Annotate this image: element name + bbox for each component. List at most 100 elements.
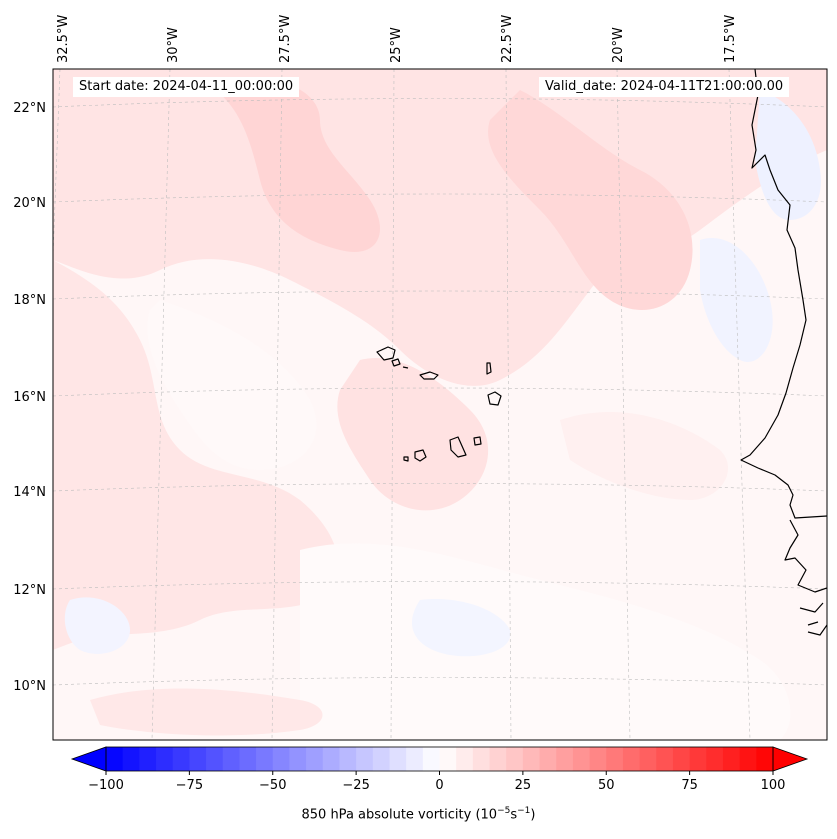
- colorbar-cell: [589, 747, 607, 771]
- latitude-labels: 22°N 20°N 18°N 16°N 14°N 12°N 10°N: [13, 101, 46, 694]
- lon-label-27-5w: 27.5°W: [278, 15, 293, 63]
- meridian-25w: [390, 69, 395, 740]
- colorbar-cell: [139, 747, 157, 771]
- colorbar-tick-label: 50: [598, 778, 615, 793]
- start-date-label: Start date: 2024-04-11_00:00:00: [73, 77, 300, 97]
- valid-date-label: Valid_date: 2024-04-11T21:00:00.00: [539, 77, 790, 97]
- boa-vista-island: [487, 391, 502, 406]
- colorbar-label-mid: s: [510, 807, 518, 823]
- colorbar-cell: [556, 747, 574, 771]
- colorbar-label-end: ): [530, 807, 536, 823]
- colorbar-cell: [372, 747, 391, 771]
- positive-vorticity-core-east: [488, 90, 693, 310]
- colorbar-extend-max: [772, 746, 809, 772]
- lon-label-17-5w: 17.5°W: [723, 15, 738, 63]
- map-frame: [52, 68, 828, 741]
- lat-label-22n: 22°N: [13, 101, 46, 116]
- colorbar-cell: [406, 747, 424, 771]
- lat-label-20n: 20°N: [13, 196, 46, 211]
- colorbar-tick-label: 100: [761, 778, 786, 793]
- parallel-22n: [53, 98, 827, 108]
- colorbar-cell: [172, 747, 190, 771]
- colorbar-cell: [739, 747, 757, 771]
- negative-vorticity-patch-east: [700, 238, 773, 362]
- weak-vorticity-zone-center: [147, 300, 317, 470]
- lon-label-32-5w: 32.5°W: [56, 15, 71, 63]
- africa-coastline: [740, 69, 827, 636]
- colorbar-cell: [256, 747, 274, 771]
- colorbar-tick-label: −75: [176, 778, 203, 793]
- colorbar-cell: [722, 747, 741, 771]
- vorticity-field: [53, 69, 827, 740]
- colorbar-cell: [322, 747, 341, 771]
- longitude-labels: 32.5°W 30°W 27.5°W 25°W 22.5°W 20°W 17.5…: [56, 15, 738, 63]
- lat-label-16n: 16°N: [13, 390, 46, 405]
- sal-island: [486, 362, 492, 375]
- lat-label-14n: 14°N: [13, 485, 46, 500]
- graticule: [53, 69, 827, 740]
- fogo-island: [414, 449, 427, 462]
- colorbar-cell: [456, 747, 474, 771]
- colorbar-ticks: −100 −75 −50 −25 0 25 50 75 100: [88, 771, 785, 793]
- positive-vorticity-band-north: [53, 69, 827, 386]
- colorbar-cell: [506, 747, 524, 771]
- colorbar-cell: [389, 747, 407, 771]
- colorbar-cell: [206, 747, 224, 771]
- colorbar-cell: [656, 747, 674, 771]
- santa-luzia-island: [402, 366, 409, 369]
- meridian-20w: [616, 69, 631, 740]
- santo-antao-island: [376, 346, 396, 361]
- colorbar-cell: [122, 747, 140, 771]
- lon-label-20w: 20°W: [611, 27, 626, 63]
- colorbar-cell: [306, 747, 324, 771]
- weak-vorticity-zone-south: [300, 543, 791, 740]
- negative-vorticity-patch-south: [411, 599, 511, 657]
- colorbar-extend-min: [70, 746, 107, 772]
- colorbar-cell: [639, 747, 657, 771]
- colorbar-cell: [289, 747, 307, 771]
- meridian-30w: [151, 69, 171, 740]
- sao-vicente-island: [391, 358, 401, 367]
- lat-label-10n: 10°N: [13, 679, 46, 694]
- colorbar-cell: [522, 747, 541, 771]
- colorbar: −100 −75 −50 −25 0 25 50 75 100: [70, 746, 809, 793]
- lon-label-25w: 25°W: [389, 27, 404, 63]
- colorbar-cells: [106, 747, 774, 771]
- coastlines: [376, 69, 827, 636]
- colorbar-cell: [272, 747, 291, 771]
- negative-vorticity-patch-southwest: [64, 597, 130, 654]
- meridian-22-5w: [505, 69, 512, 740]
- negative-vorticity-patch-coast: [755, 90, 821, 220]
- colorbar-label-main: 850 hPa absolute vorticity (10: [301, 807, 498, 823]
- colorbar-cell: [189, 747, 207, 771]
- colorbar-cell: [706, 747, 724, 771]
- colorbar-cell: [239, 747, 257, 771]
- brava-island: [403, 456, 409, 462]
- santiago-island: [449, 436, 467, 458]
- colorbar-cell: [439, 747, 457, 771]
- positive-vorticity-islands-area: [337, 358, 489, 511]
- colorbar-cell: [422, 747, 441, 771]
- colorbar-cell: [606, 747, 624, 771]
- positive-vorticity-core-north: [200, 78, 380, 252]
- colorbar-cell: [489, 747, 507, 771]
- map-panel: [53, 69, 827, 740]
- positive-vorticity-streak-south: [90, 688, 323, 736]
- colorbar-tick-label: −50: [259, 778, 286, 793]
- sao-nicolau-island: [419, 371, 439, 380]
- colorbar-cell: [156, 747, 174, 771]
- colorbar-label-exp1: −5: [497, 806, 511, 816]
- colorbar-cell: [472, 747, 491, 771]
- meridian-17-5w: [728, 69, 751, 740]
- parallel-20n: [53, 193, 827, 203]
- weak-vorticity-patch-east-ocean: [560, 411, 729, 500]
- colorbar-tick-label: 75: [681, 778, 698, 793]
- colorbar-tick-label: 0: [435, 778, 443, 793]
- colorbar-cell: [672, 747, 691, 771]
- positive-vorticity-band-west: [53, 260, 339, 650]
- colorbar-cell: [356, 747, 374, 771]
- colorbar-tick-label: 25: [515, 778, 532, 793]
- colorbar-tick-label: −25: [342, 778, 369, 793]
- parallel-12n: [53, 581, 827, 590]
